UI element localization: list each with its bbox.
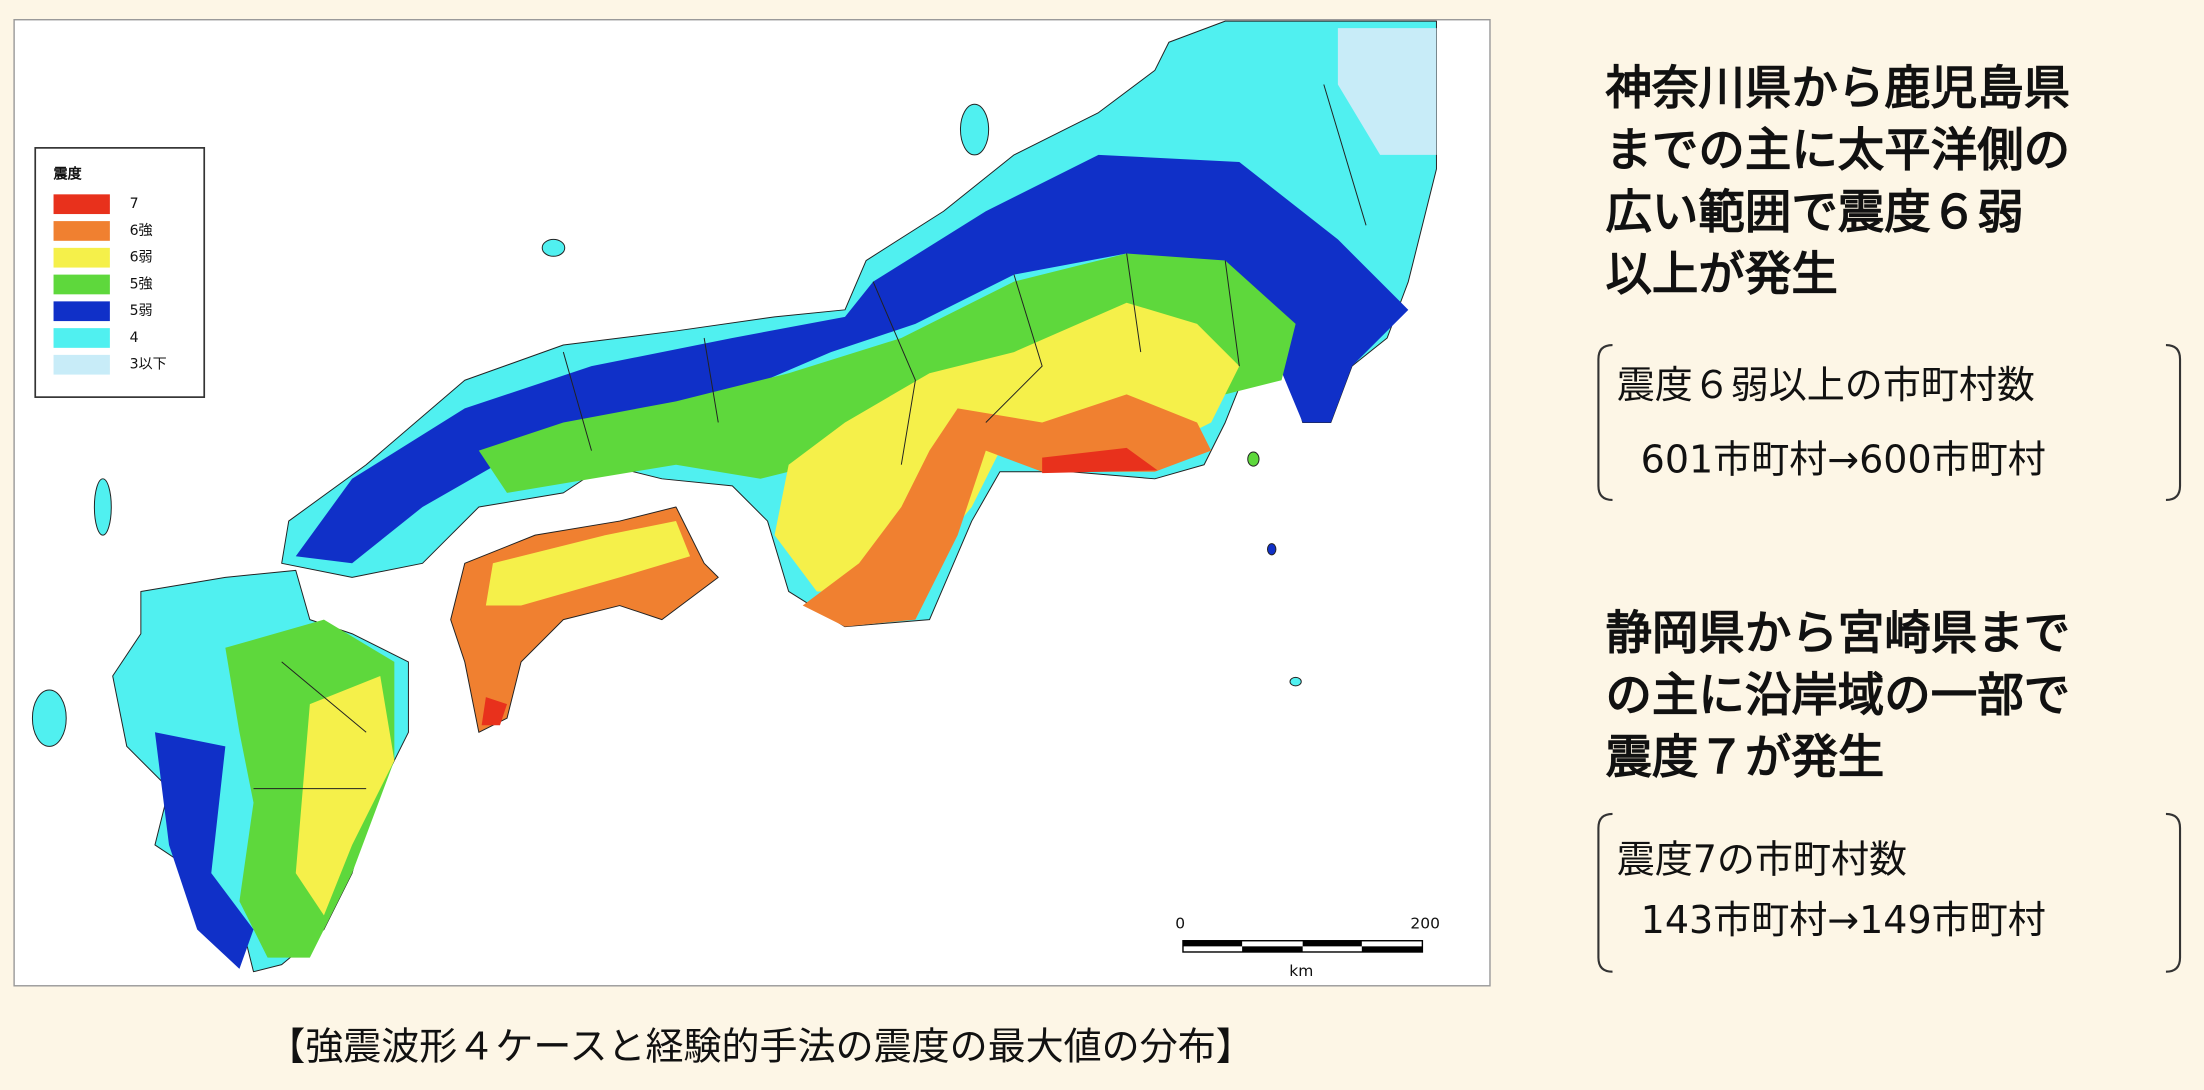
scale-seg <box>1361 946 1423 952</box>
shikoku-red <box>481 697 508 726</box>
legend-swatch <box>53 328 110 348</box>
bracket <box>1597 812 2182 973</box>
island <box>1247 451 1260 467</box>
summary-box-line: 143市町村→149市町村 <box>1641 898 2046 942</box>
region-5-upper <box>478 253 1296 493</box>
summary-box-line: 震度7の市町村数 <box>1617 837 1907 881</box>
legend-label: 6弱 <box>130 250 153 266</box>
island <box>541 238 566 257</box>
summary-heading: 広い範囲で震度６弱 <box>1605 185 2023 239</box>
legend-label: 5弱 <box>130 303 153 319</box>
island <box>959 103 990 156</box>
legend-swatch <box>53 274 110 295</box>
map <box>31 20 1437 973</box>
scale-seg <box>1182 940 1243 947</box>
legend-label: 5強 <box>130 276 153 292</box>
scale-bar: 0 200 km <box>1175 914 1440 980</box>
bracket <box>1597 343 2182 501</box>
legend-swatch <box>53 221 110 241</box>
kyushu-west <box>154 732 254 969</box>
summary-box-line: 震度６弱以上の市町村数 <box>1617 363 2035 407</box>
legend-swatch <box>53 247 110 268</box>
scale-seg <box>1302 940 1362 947</box>
scale-label: 0 <box>1175 914 1185 932</box>
island <box>1266 543 1277 556</box>
caption: 【強震波形４ケースと経験的手法の震度の最大値の分布】 <box>267 1025 1254 1069</box>
scale-unit: km <box>1289 962 1313 980</box>
legend: 7 6強 6弱 5強 5弱 4 3以下 <box>53 194 167 375</box>
island <box>93 478 112 536</box>
scale-label: 200 <box>1410 914 1440 932</box>
summary-heading: までの主に太平洋側の <box>1605 123 2070 177</box>
summary-heading: 以上が発生 <box>1605 247 1837 301</box>
shikoku-north <box>485 521 691 606</box>
legend-swatch <box>53 354 110 375</box>
summary-heading: の主に沿岸域の一部で <box>1605 668 2070 722</box>
summary: 神奈川県から鹿児島県までの主に太平洋側の広い範囲で震度６弱以上が発生震度６弱以上… <box>1604 61 2070 942</box>
legend-label: 4 <box>130 330 139 346</box>
summary-heading: 震度７が発生 <box>1605 730 1884 784</box>
legend-label: 7 <box>130 196 139 212</box>
summary-box-line: 601市町村→600市町村 <box>1641 437 2046 481</box>
summary-heading: 静岡県から宮崎県まで <box>1605 606 2070 660</box>
legend-title: 震度 <box>53 166 83 183</box>
scale-seg <box>1242 946 1303 952</box>
region-7 <box>1042 447 1158 474</box>
prefecture-borders <box>253 84 1367 790</box>
island <box>1289 676 1302 687</box>
summary-heading: 神奈川県から鹿児島県 <box>1604 61 2070 115</box>
legend-swatch <box>53 194 110 215</box>
legend-label: 6強 <box>130 223 153 239</box>
kyushu-east <box>295 675 395 916</box>
island <box>31 689 67 747</box>
legend-label: 3以下 <box>130 357 167 373</box>
legend-swatch <box>53 301 110 322</box>
region-3 <box>1337 28 1437 155</box>
